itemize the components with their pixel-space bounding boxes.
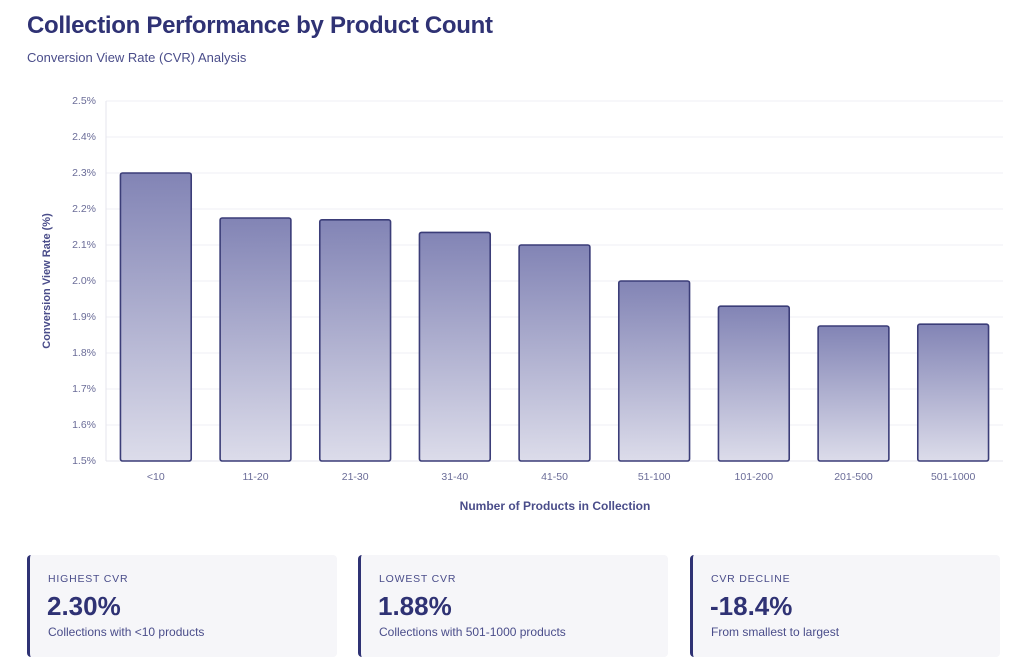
x-tick-label: 41-50: [541, 471, 568, 483]
bar: [916, 323, 990, 462]
bar: [617, 280, 691, 462]
x-tick-label: 11-20: [242, 471, 268, 483]
y-tick-label: 1.5%: [72, 455, 96, 467]
stat-card: CVR Decline -18.4% From smallest to larg…: [690, 555, 1000, 657]
card-value: 2.30%: [47, 591, 121, 621]
x-tick-label: 101-200: [735, 471, 774, 483]
y-tick-label: 1.8%: [72, 347, 96, 359]
x-tick-label: 201-500: [834, 471, 873, 483]
stat-card: Lowest CVR 1.88% Collections with 501-10…: [358, 555, 668, 657]
x-tick-label: 51-100: [638, 471, 671, 483]
card-caption: Collections with <10 products: [48, 625, 205, 639]
card-label: Highest CVR: [48, 573, 129, 585]
y-tick-label: 1.7%: [72, 383, 96, 395]
stat-card: Highest CVR 2.30% Collections with <10 p…: [27, 555, 337, 657]
x-tick-label: 501-1000: [931, 471, 976, 483]
x-tick-label: 21-30: [342, 471, 369, 483]
chart: Number of Products in Collection Convers…: [41, 95, 1003, 513]
y-tick-label: 2.0%: [72, 275, 96, 287]
card-value: 1.88%: [378, 591, 452, 621]
bar: [418, 231, 492, 462]
card-value: -18.4%: [710, 591, 793, 621]
y-tick-label: 2.5%: [72, 95, 96, 107]
card-caption: Collections with 501-1000 products: [379, 625, 566, 639]
card-label: CVR Decline: [711, 573, 791, 585]
bar: [119, 172, 193, 462]
x-axis-title: Number of Products in Collection: [460, 499, 651, 513]
subtitle: Conversion View Rate (CVR) Analysis: [27, 50, 247, 65]
y-tick-label: 1.9%: [72, 311, 96, 323]
card-label: Lowest CVR: [379, 573, 457, 585]
y-tick-label: 2.2%: [72, 203, 96, 215]
card-caption: From smallest to largest: [711, 625, 840, 639]
y-tick-label: 1.6%: [72, 419, 96, 431]
bar: [817, 325, 890, 462]
bar: [518, 244, 591, 462]
y-tick-label: 2.4%: [72, 131, 96, 143]
y-axis-title: Conversion View Rate (%): [41, 213, 53, 349]
y-tick-label: 2.1%: [72, 239, 96, 251]
bar: [318, 219, 392, 462]
bar: [717, 305, 791, 462]
bar: [219, 217, 292, 462]
x-tick-label: 31-40: [441, 471, 468, 483]
title: Collection Performance by Product Count: [27, 12, 493, 39]
x-tick-label: <10: [147, 471, 165, 483]
y-tick-label: 2.3%: [72, 167, 96, 179]
